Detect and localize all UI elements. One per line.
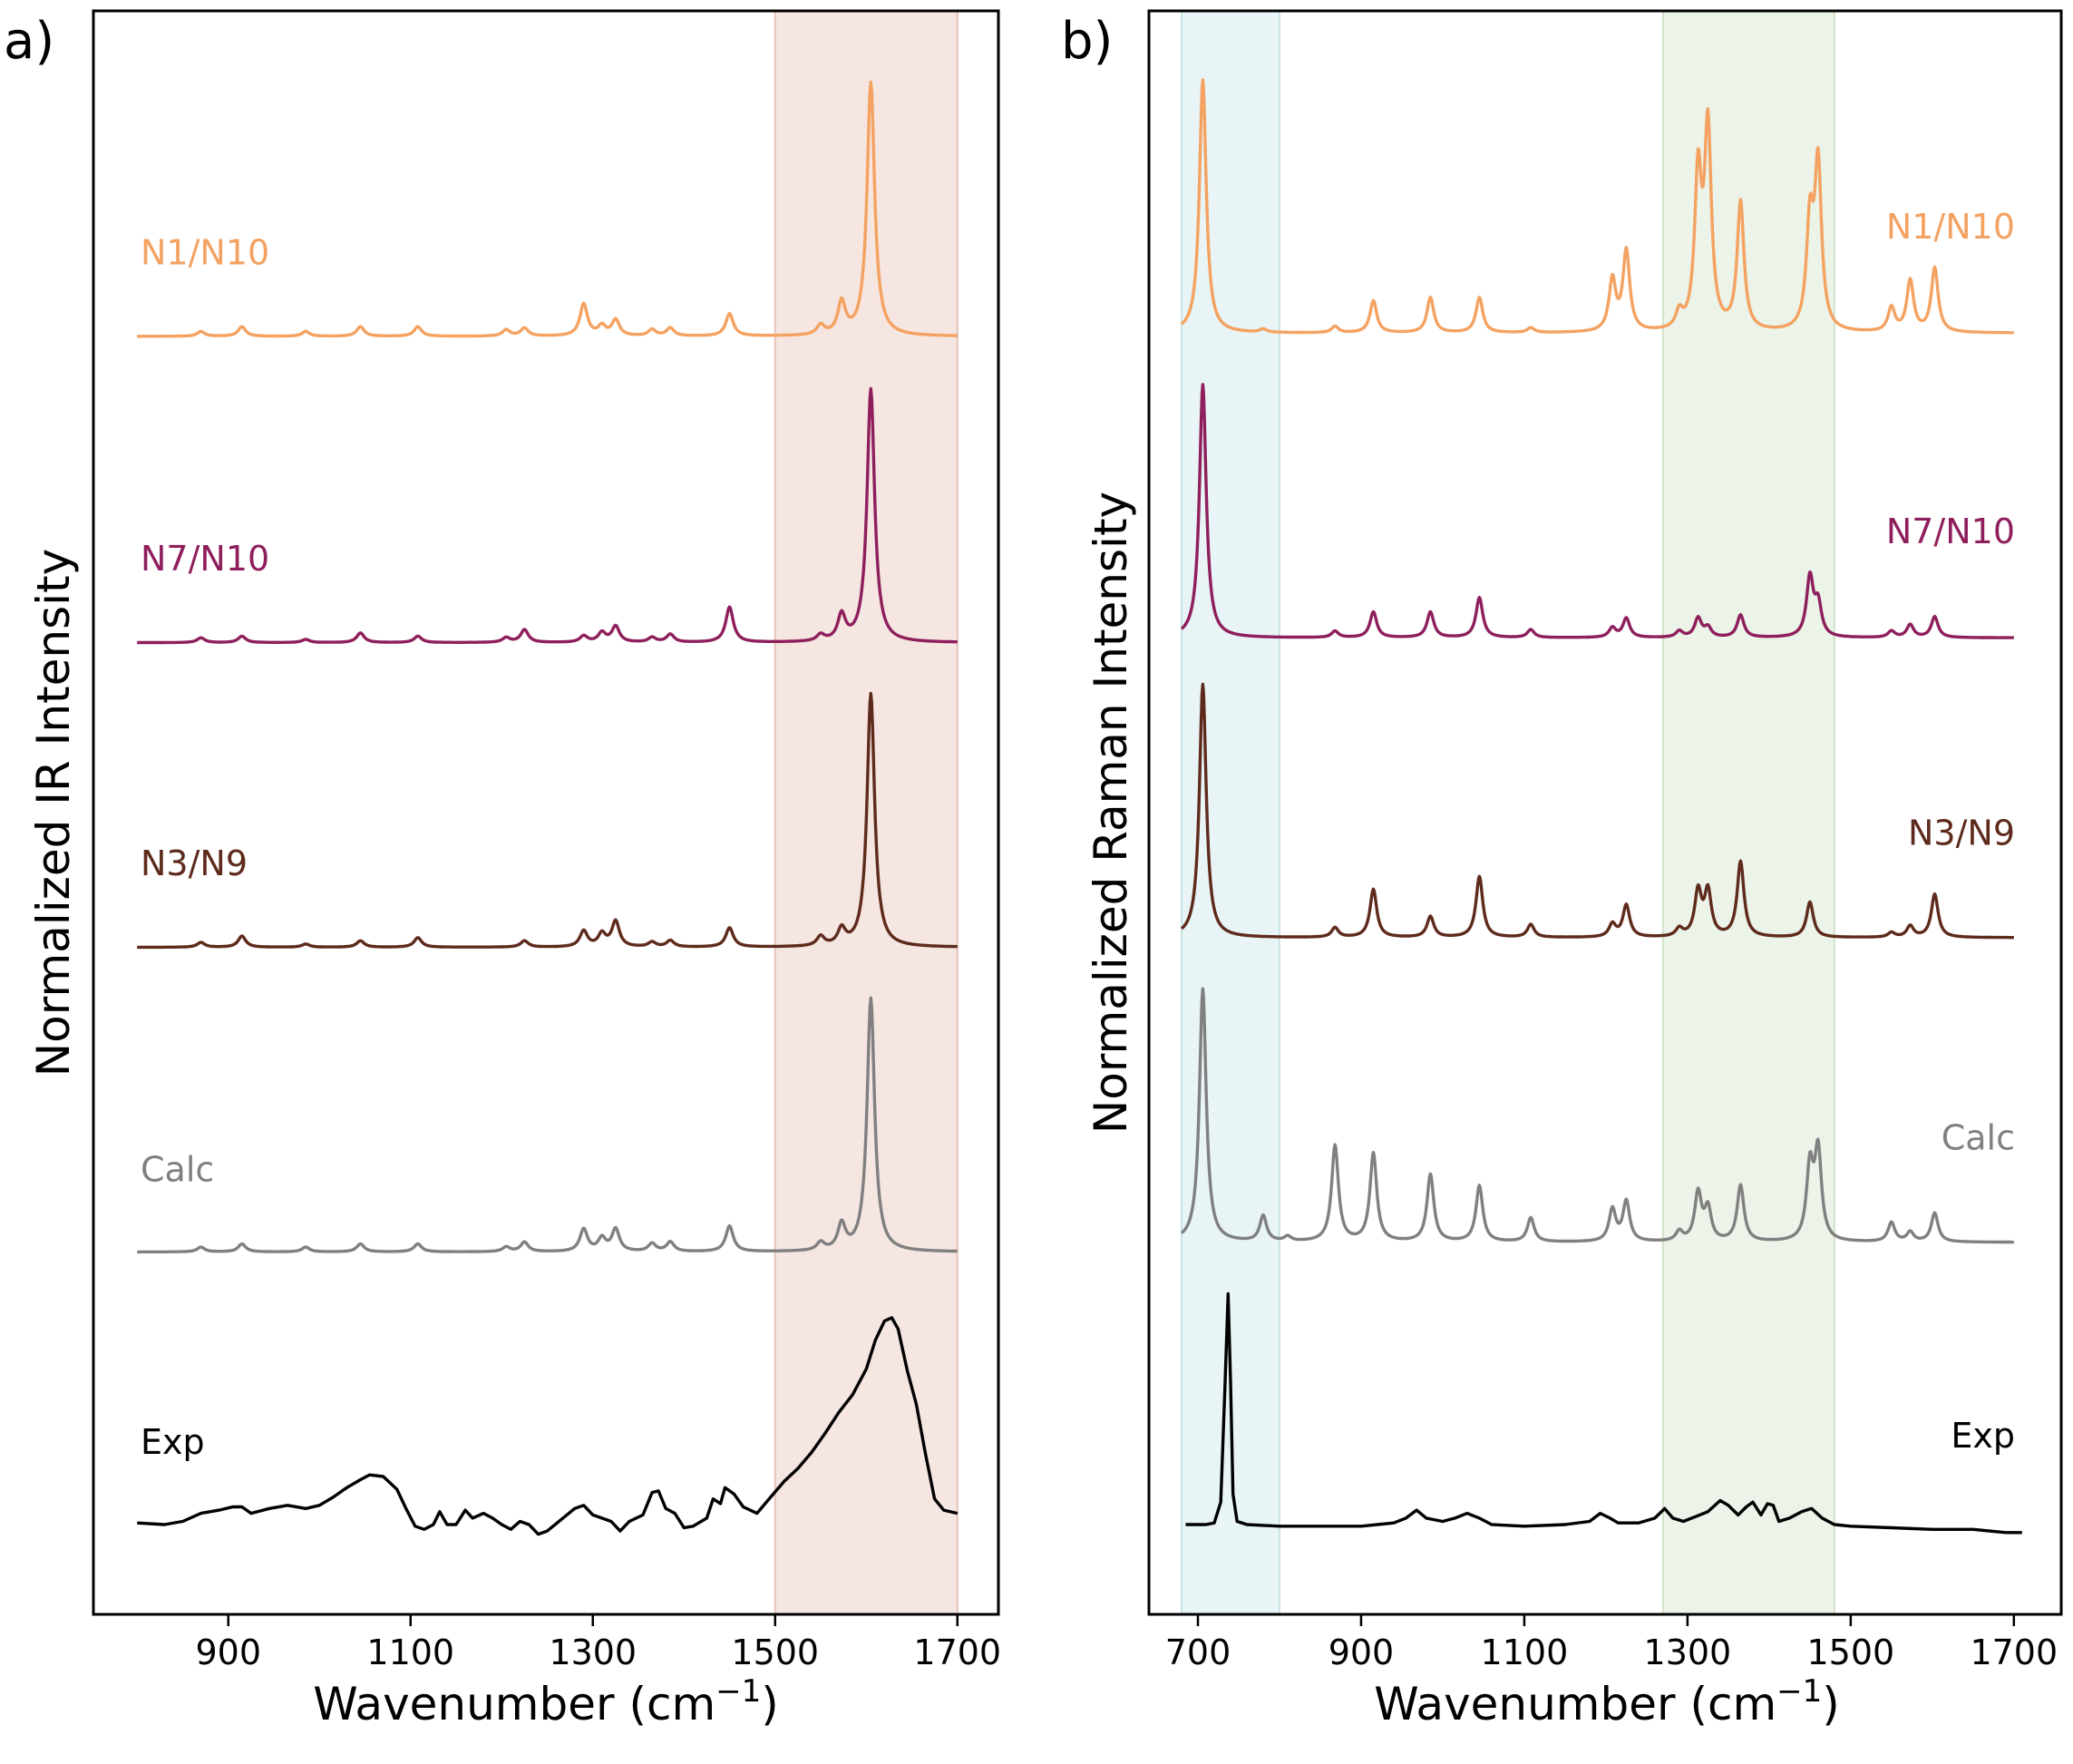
x-tick-label-1500: 1500 [731, 1632, 819, 1672]
series-label-n3-n9: N3/N9 [1908, 813, 2015, 853]
series-line-calc [1180, 987, 2015, 1244]
y-axis-label: Normalized Raman Intensity [1085, 492, 1137, 1134]
x-tick-label-1100: 1100 [1481, 1632, 1569, 1672]
highlight-band-2 [1661, 10, 1835, 1615]
x-tick-label-1700: 1700 [1970, 1632, 2058, 1672]
y-axis-label: Normalized IR Intensity [27, 549, 80, 1077]
series-line-exp [137, 1316, 959, 1536]
series-label-exp: Exp [1951, 1416, 2015, 1456]
series-line-n3-n9 [136, 691, 959, 950]
x-tick-label-900: 900 [195, 1632, 261, 1672]
series-line-n3-n9 [1180, 682, 2015, 940]
x-tick-label-1300: 1300 [549, 1632, 637, 1672]
series-line-n7-n10 [1180, 383, 2015, 639]
axes-frame [1147, 9, 2063, 1616]
panel-label: b) [1061, 12, 1113, 71]
series-label-n3-n9: N3/N9 [141, 843, 248, 883]
series-label-n7-n10: N7/N10 [1886, 512, 2015, 551]
panel-a-chart: N1/N10 N7/N10 N3/N9 Calc Exp 900 1100 1300 1500 1… [4, 9, 1001, 1730]
series-line-exp [1185, 1291, 2022, 1535]
x-tick-label-1300: 1300 [1644, 1632, 1732, 1672]
series-label-n1-n10: N1/N10 [1886, 207, 2015, 247]
x-tick-label-1100: 1100 [366, 1632, 454, 1672]
series-label-calc: Calc [141, 1150, 214, 1190]
series-label-exp: Exp [141, 1422, 205, 1462]
axes-frame [92, 9, 1000, 1616]
x-axis-label: Wavenumber (cm−1) [313, 1673, 779, 1730]
panel-b-chart: N1/N10 N7/N10 N3/N9 Calc Exp 700 900 1100 1300 15… [1061, 9, 2063, 1730]
series-label-n1-n10: N1/N10 [141, 232, 269, 272]
series-line-calc [136, 996, 959, 1254]
x-tick-label-700: 700 [1165, 1632, 1231, 1672]
series-line-n1-n10 [136, 80, 959, 338]
series-line-n1-n10 [1180, 78, 2015, 335]
x-tick-label-1500: 1500 [1806, 1632, 1894, 1672]
x-tick-label-900: 900 [1328, 1632, 1395, 1672]
x-tick-label-1700: 1700 [913, 1632, 1001, 1672]
x-axis-label: Wavenumber (cm−1) [1374, 1673, 1840, 1730]
series-label-calc: Calc [1942, 1117, 2015, 1157]
series-line-n7-n10 [136, 386, 959, 645]
panel-label: a) [4, 12, 54, 71]
series-label-n7-n10: N7/N10 [141, 539, 269, 579]
